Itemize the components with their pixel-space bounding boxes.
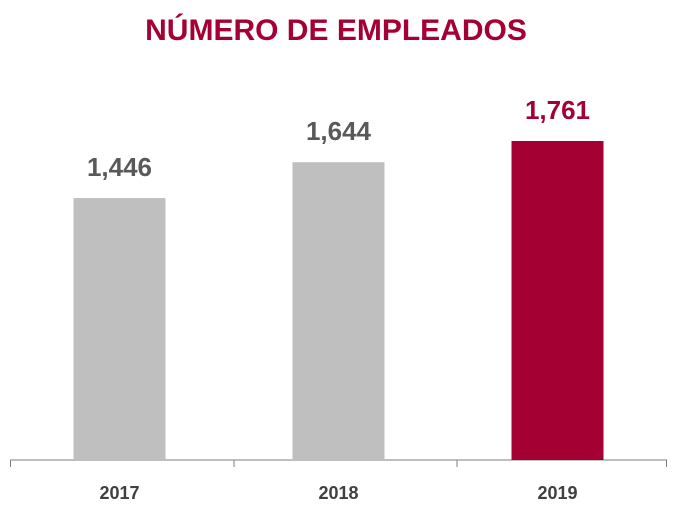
chart-title: NÚMERO DE EMPLEADOS — [145, 13, 527, 47]
x-tick-label: 2017 — [99, 483, 139, 503]
value-label: 1,761 — [525, 95, 590, 125]
x-tick-label: 2019 — [537, 483, 577, 503]
value-label: 1,644 — [306, 116, 372, 146]
bar — [73, 198, 166, 460]
bar — [511, 141, 604, 460]
bar — [292, 162, 385, 460]
value-label: 1,446 — [87, 152, 152, 182]
x-tick-label: 2018 — [318, 483, 358, 503]
